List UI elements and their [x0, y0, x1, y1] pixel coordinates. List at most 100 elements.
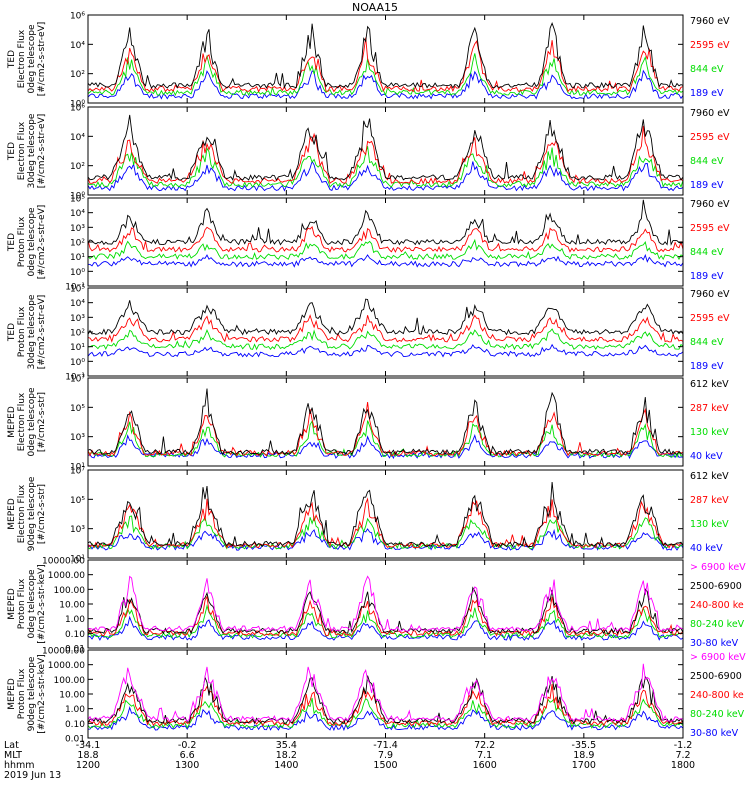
y-tick-label: 10⁵ — [70, 496, 85, 506]
trace-189-ev — [88, 253, 683, 268]
y-tick-label: 10⁻¹ — [65, 283, 85, 293]
y-axis-label-line: [#/cm2-s-str-keV] — [37, 654, 47, 733]
ephemeris-value: 7.1 — [477, 750, 492, 761]
y-axis-label-line: Electron Flux — [17, 392, 27, 451]
panel-3: 10⁻¹ 10⁰ 10¹ 10² 10³ 10⁴ 10⁵ TED Proton Flux 0deg… — [7, 195, 730, 293]
panel-2-frame — [87, 106, 684, 196]
panel-5: 10¹ 10³ 10⁵ 10⁷ MEPED Electron Flux 0deg teles… — [7, 375, 729, 473]
y-tick-label: 10⁶ — [70, 12, 85, 22]
y-axis-label-line: MEPED — [7, 588, 17, 620]
y-tick-label: 10² — [70, 162, 85, 172]
panel-7-legend: > 6900 keV 2500-6900 240-800 ke 80-240 keV 3… — [690, 562, 746, 649]
legend-entry: 189 eV — [690, 180, 724, 191]
legend-entry: 844 eV — [690, 247, 724, 258]
y-tick-label: 0.10 — [65, 630, 85, 640]
legend-entry: 130 keV — [690, 519, 729, 530]
y-tick-label: 100.00 — [54, 676, 86, 686]
trace-189-ev — [88, 160, 683, 192]
y-axis-label-line: 0deg telescope — [27, 387, 37, 457]
ephemeris-value: 1300 — [175, 760, 199, 771]
trace-287-kev — [88, 402, 683, 457]
y-axis-label-line: [#/cm2-s-str-eV] — [37, 205, 47, 280]
y-axis-label-line: Electron Flux — [17, 121, 27, 180]
legend-entry: 2595 eV — [690, 313, 730, 324]
trace-612-kev — [88, 388, 683, 457]
y-axis-label-line: Electron Flux — [17, 29, 27, 88]
legend-entry: 40 keV — [690, 543, 723, 554]
trace-844-ev — [88, 53, 683, 97]
panel-2-legend: 7960 eV 2595 eV 844 eV 189 eV — [690, 108, 730, 191]
trace-612-kev — [88, 481, 683, 548]
ephemeris-value: 6.6 — [180, 750, 195, 761]
ephemeris-value: 18.2 — [276, 750, 297, 761]
y-axis-label-line: Proton Flux — [17, 668, 27, 719]
legend-entry: 2500-6900 — [690, 671, 742, 682]
trace-844-ev — [88, 146, 683, 188]
trace-844-ev — [88, 328, 683, 351]
chart-title: NOAA15 — [352, 1, 398, 14]
y-tick-label: 10¹ — [70, 463, 85, 473]
ephemeris-value: 1200 — [76, 760, 100, 771]
y-axis-label-line: [#/cm2-s-str-eV] — [37, 114, 47, 189]
y-tick-label: 10000.00 — [42, 647, 85, 657]
panel-3-frame — [87, 197, 684, 287]
legend-entry: 844 eV — [690, 156, 724, 167]
y-axis-label-line: [#/cm2-s-str] — [37, 392, 47, 452]
ephemeris-row-label: hhmm — [4, 760, 35, 771]
panel-2: 10⁰ 10² 10⁴ 10⁶ TED Electron Flux 30deg telesc… — [7, 104, 730, 202]
legend-entry: 7960 eV — [690, 16, 730, 27]
legend-entry: 612 keV — [690, 379, 729, 390]
legend-entry: 612 keV — [690, 471, 729, 482]
y-tick-label: 10² — [70, 70, 85, 80]
trace-2595-ev — [88, 314, 683, 343]
legend-entry: 2500-6900 — [690, 581, 742, 592]
ephemeris-value: 7.9 — [378, 750, 393, 761]
y-tick-label: 0.10 — [65, 720, 85, 730]
panel-4: 10⁻¹ 10⁰ 10¹ 10² 10³ 10⁴ 10⁵ TED Proton Flux 30de… — [7, 285, 730, 383]
panel-6-legend: 612 keV 287 keV 130 keV 40 keV — [690, 471, 729, 554]
y-axis-label-line: 30deg telescope — [27, 113, 37, 188]
legend-entry: 287 keV — [690, 403, 729, 414]
ephemeris-value: 1800 — [671, 760, 695, 771]
ephemeris-value: -0.2 — [178, 740, 197, 751]
y-tick-label: 0.01 — [65, 735, 85, 745]
trace-80-240-kev — [88, 697, 683, 729]
y-axis-label-line: MEPED — [7, 498, 17, 530]
legend-entry: 7960 eV — [690, 108, 730, 119]
y-tick-label: 10⁰ — [70, 358, 85, 368]
legend-entry: 2595 eV — [690, 132, 730, 143]
trace-7960-ev — [88, 114, 683, 181]
ephemeris-row-label: MLT — [4, 750, 22, 761]
y-tick-label: 10⁰ — [70, 192, 85, 202]
ephemeris-value: 1400 — [274, 760, 298, 771]
panel-7-traces — [88, 575, 683, 642]
y-axis-label-line: TED — [7, 323, 17, 342]
trace-2500-6900 — [88, 675, 683, 725]
y-tick-label: 10.00 — [59, 691, 85, 701]
panel-3-traces — [88, 199, 683, 268]
ephemeris-footer: Lat -34.1 -0.2 35.4 -71.4 72.2 -35.5 -1.2 MLT 18.… — [4, 740, 695, 781]
legend-entry: 7960 eV — [690, 289, 730, 300]
legend-entry: 30-80 keV — [690, 638, 739, 649]
ephemeris-value: 18.8 — [77, 750, 98, 761]
trace-2500-6900 — [88, 586, 683, 635]
y-tick-label: 10000.00 — [42, 557, 85, 567]
y-tick-label: 10¹ — [70, 343, 85, 353]
trace-80-240-kev — [88, 604, 683, 639]
y-tick-label: 10³ — [70, 224, 85, 234]
trace-844-ev — [88, 238, 683, 261]
panel-1-legend: 7960 eV 2595 eV 844 eV 189 eV — [690, 16, 730, 99]
ephemeris-value: -34.1 — [76, 740, 101, 751]
y-axis-label-line: TED — [7, 142, 17, 161]
y-tick-label: 0.01 — [65, 645, 85, 655]
y-axis-label-line: Proton Flux — [17, 578, 27, 629]
y-axis-label-line: [#/cm2-s-str-eV] — [37, 22, 47, 97]
ephemeris-row-label: Lat — [4, 740, 19, 751]
ephemeris-value: 72.2 — [474, 740, 495, 751]
y-axis-label-line: [#/cm2-s-str-eV] — [37, 295, 47, 370]
y-axis-label-line: MEPED — [7, 678, 17, 710]
y-tick-label: 10.00 — [59, 601, 85, 611]
date-label: 2019 Jun 13 — [4, 770, 61, 781]
